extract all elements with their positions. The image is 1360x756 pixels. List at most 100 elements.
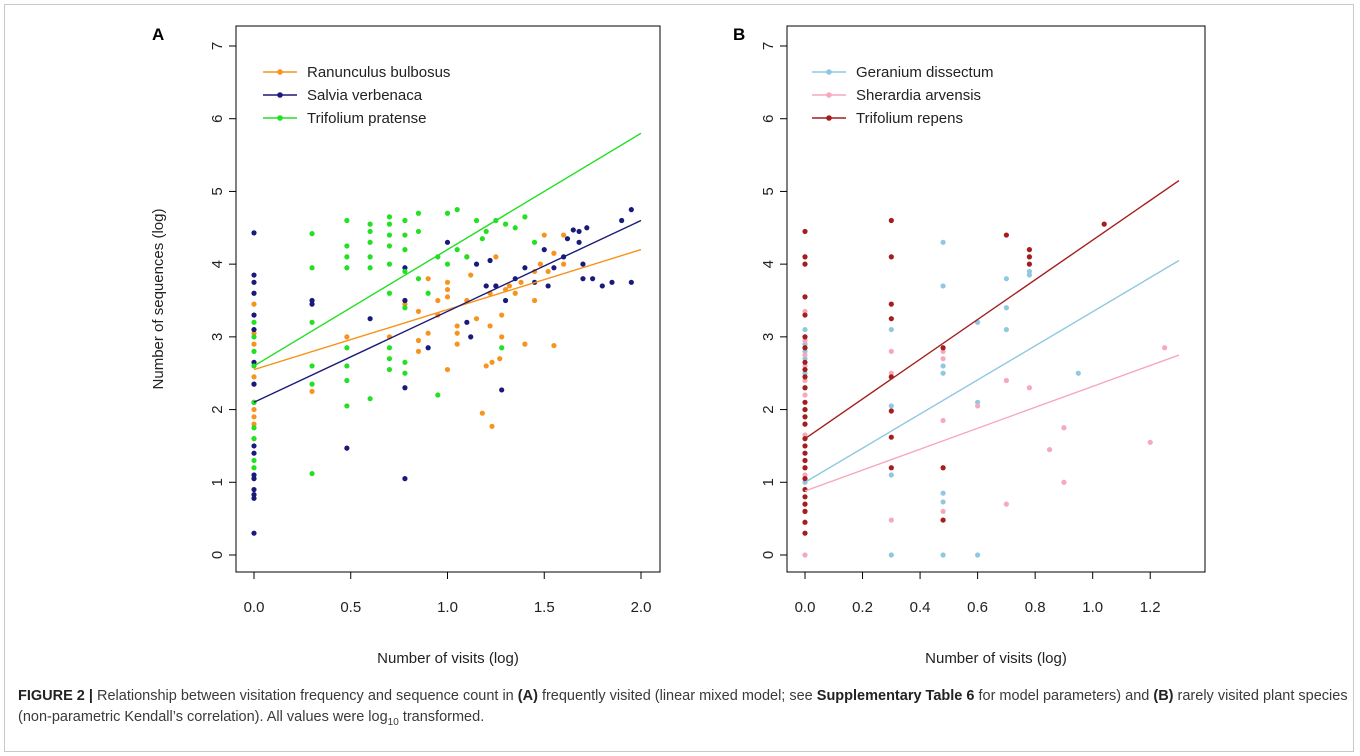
- data-point: [975, 403, 981, 409]
- data-point: [386, 221, 393, 227]
- data-point: [802, 348, 808, 354]
- data-point: [802, 341, 808, 347]
- data-point: [1003, 276, 1009, 282]
- legend-swatch-point: [277, 92, 283, 98]
- data-point: [802, 476, 808, 482]
- data-point: [479, 410, 485, 416]
- data-point: [499, 334, 505, 340]
- data-point: [454, 247, 460, 253]
- data-point: [1003, 305, 1009, 311]
- data-point: [309, 301, 315, 307]
- data-point: [251, 279, 257, 285]
- figure-caption: FIGURE 2 | Relationship between visitati…: [18, 686, 1348, 733]
- x-tick-label: 0.2: [852, 599, 873, 616]
- data-point: [386, 356, 393, 362]
- x-axis-label: Number of visits (log): [377, 650, 519, 667]
- legend-label: Geranium dissectum: [856, 64, 994, 81]
- data-point: [425, 345, 431, 351]
- data-point: [483, 283, 489, 289]
- fit-line: [253, 219, 642, 403]
- data-point: [402, 301, 408, 307]
- data-point: [564, 236, 571, 242]
- caption-supplementary-ref: Supplementary Table 6: [816, 688, 975, 704]
- data-point: [402, 247, 408, 253]
- fit-line: [804, 354, 1180, 492]
- data-point: [344, 377, 350, 384]
- data-point: [888, 472, 894, 478]
- data-point: [487, 257, 493, 264]
- data-point: [802, 352, 808, 358]
- data-point: [570, 227, 576, 233]
- data-point: [251, 272, 257, 278]
- caption-subscript: 10: [387, 716, 399, 728]
- data-point: [367, 228, 373, 235]
- data-point: [888, 434, 894, 440]
- data-point: [888, 326, 894, 333]
- data-point: [251, 319, 257, 325]
- data-point: [344, 254, 350, 260]
- figure-2-charts: A 0 1 2 3 4 5 6 7 0.0 0.5 1.0 1.5 2.0 Number of visits…: [150, 25, 1206, 667]
- data-point: [1162, 345, 1168, 351]
- data-point: [251, 492, 257, 498]
- data-point: [1075, 370, 1081, 376]
- data-point: [888, 408, 894, 414]
- data-point: [512, 290, 518, 296]
- data-point: [599, 283, 605, 289]
- data-point: [425, 290, 431, 296]
- data-point: [551, 342, 557, 349]
- data-point: [975, 399, 981, 405]
- data-point: [473, 217, 480, 224]
- data-point: [367, 239, 373, 245]
- y-tick-label: 4: [209, 260, 226, 268]
- caption-text-4: rarely visited plant species (non-parame…: [18, 688, 1348, 725]
- series-salvia-verbenaca: [251, 207, 634, 536]
- data-point: [580, 261, 586, 267]
- y-tick-label: 7: [760, 42, 777, 50]
- data-point: [580, 276, 586, 282]
- y-tick-label: 5: [209, 187, 226, 195]
- data-point: [940, 465, 946, 471]
- panel-a: A 0 1 2 3 4 5 6 7 0.0 0.5 1.0 1.5 2.0 Number of visits…: [150, 25, 661, 667]
- legend: Geranium dissectum Sherardia arvensis Trif…: [812, 64, 994, 127]
- data-point: [251, 421, 257, 427]
- data-point: [551, 250, 557, 256]
- data-point: [888, 552, 894, 558]
- data-point: [367, 316, 373, 322]
- data-point: [802, 370, 808, 376]
- data-point: [344, 334, 350, 340]
- data-point: [1003, 232, 1009, 238]
- data-point: [367, 396, 373, 402]
- data-point: [309, 470, 315, 477]
- data-point: [493, 283, 499, 289]
- data-point: [489, 423, 495, 429]
- data-point: [940, 517, 946, 523]
- data-point: [435, 392, 441, 398]
- data-point: [531, 297, 538, 304]
- data-point: [344, 217, 350, 224]
- data-point: [489, 359, 495, 365]
- fit-line: [253, 248, 642, 371]
- data-point: [1026, 272, 1032, 278]
- panel-b: B 0 1 2 3 4 5 6 7 0.0 0.2 0.4 0.6 0.8 1.0 1.2 Number of …: [733, 25, 1206, 667]
- data-point: [802, 345, 808, 351]
- data-point: [499, 387, 505, 393]
- data-point: [251, 414, 257, 420]
- data-point: [468, 272, 474, 278]
- data-point: [251, 450, 257, 456]
- x-tick-label: 0.6: [967, 599, 988, 616]
- data-point: [402, 305, 408, 311]
- data-point: [802, 450, 808, 456]
- y-tick-label: 3: [760, 333, 777, 341]
- data-point: [888, 370, 894, 376]
- data-point: [1147, 439, 1153, 445]
- data-point: [454, 330, 460, 336]
- data-point: [251, 230, 257, 236]
- data-point: [309, 231, 315, 237]
- plot-area-b: [786, 25, 1206, 573]
- data-point: [415, 276, 422, 282]
- y-tick-label: 5: [760, 187, 777, 195]
- data-point: [975, 552, 981, 558]
- data-point: [506, 283, 513, 289]
- data-point: [415, 337, 422, 344]
- data-point: [479, 236, 485, 242]
